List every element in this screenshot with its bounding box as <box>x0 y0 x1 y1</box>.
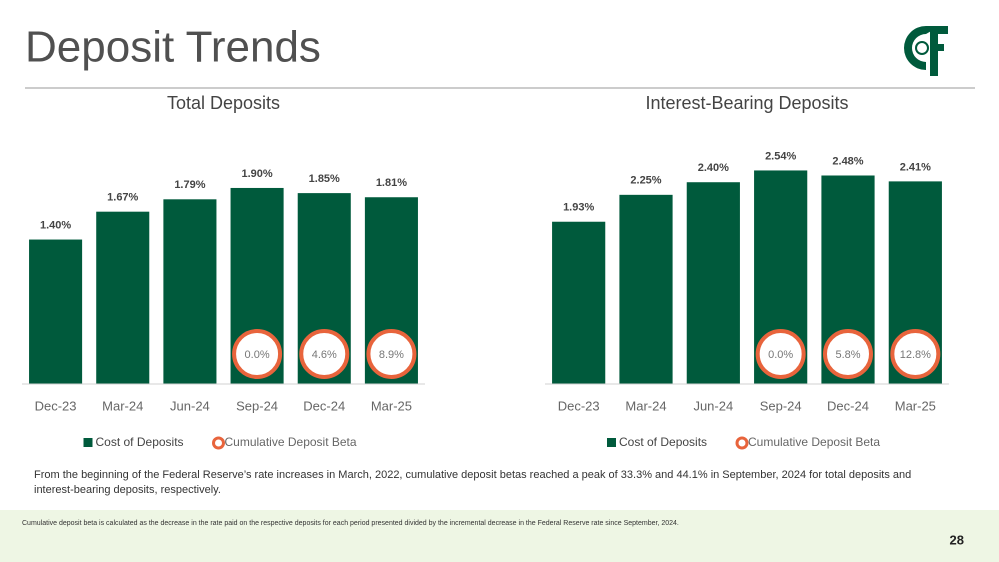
beta-marker <box>823 329 873 379</box>
beta-marker <box>232 329 283 379</box>
data-label: 2.25% <box>630 175 661 187</box>
beta-label: 0.0% <box>245 349 270 361</box>
x-tick-label: Dec-24 <box>827 398 869 413</box>
data-label: 1.85% <box>309 173 340 185</box>
data-label: 1.93% <box>563 202 594 214</box>
data-label: 1.67% <box>107 192 138 204</box>
data-label: 2.48% <box>832 155 863 167</box>
x-tick-label: Dec-23 <box>558 398 600 413</box>
data-label: 1.90% <box>241 168 272 180</box>
footnote: Cumulative deposit beta is calculated as… <box>22 520 679 527</box>
data-label: 2.40% <box>698 162 729 174</box>
data-label: 1.79% <box>174 179 205 191</box>
logo <box>904 26 948 76</box>
data-label: 2.41% <box>900 161 931 173</box>
beta-label: 8.9% <box>379 349 404 361</box>
beta-marker <box>890 329 941 379</box>
footer-band <box>0 510 999 562</box>
legend-swatch <box>212 436 225 450</box>
x-tick-label: Mar-24 <box>625 398 666 413</box>
legend-label: Cumulative Deposit Beta <box>748 435 880 449</box>
data-label: 1.40% <box>40 219 71 231</box>
bar <box>163 199 217 384</box>
x-tick-label: Sep-24 <box>760 398 802 413</box>
x-tick-label: Mar-24 <box>102 398 143 413</box>
bar <box>96 211 150 384</box>
page-number: 28 <box>950 532 964 547</box>
beta-label: 12.8% <box>900 349 931 361</box>
x-tick-label: Mar-25 <box>895 398 936 413</box>
legend-swatch <box>83 438 93 447</box>
bar <box>552 221 606 384</box>
beta-label: 0.0% <box>768 349 793 361</box>
legend-swatch <box>735 436 749 450</box>
chart-title: Total Deposits <box>167 93 280 113</box>
beta-marker <box>366 329 417 379</box>
beta-label: 5.8% <box>835 349 860 361</box>
legend-swatch <box>607 438 616 447</box>
bar <box>686 182 740 384</box>
x-tick-label: Dec-23 <box>35 398 77 413</box>
x-tick-label: Jun-24 <box>170 398 210 413</box>
x-tick-label: Dec-24 <box>303 398 345 413</box>
beta-marker <box>299 329 350 379</box>
x-tick-label: Jun-24 <box>693 398 733 413</box>
data-label: 1.81% <box>376 177 407 189</box>
legend-label: Cost of Deposits <box>619 435 707 449</box>
x-tick-label: Mar-25 <box>371 398 412 413</box>
beta-label: 4.6% <box>312 349 337 361</box>
data-label: 2.54% <box>765 150 796 162</box>
x-tick-label: Sep-24 <box>236 398 278 413</box>
chart-title: Interest-Bearing Deposits <box>645 93 848 113</box>
bar <box>619 194 673 384</box>
beta-marker <box>755 329 806 379</box>
legend-label: Cost of Deposits <box>96 435 184 449</box>
bar <box>29 239 83 384</box>
legend-label: Cumulative Deposit Beta <box>225 435 357 449</box>
note: From the beginning of the Federal Reserv… <box>34 469 912 496</box>
slide-title: Deposit Trends <box>25 23 321 72</box>
